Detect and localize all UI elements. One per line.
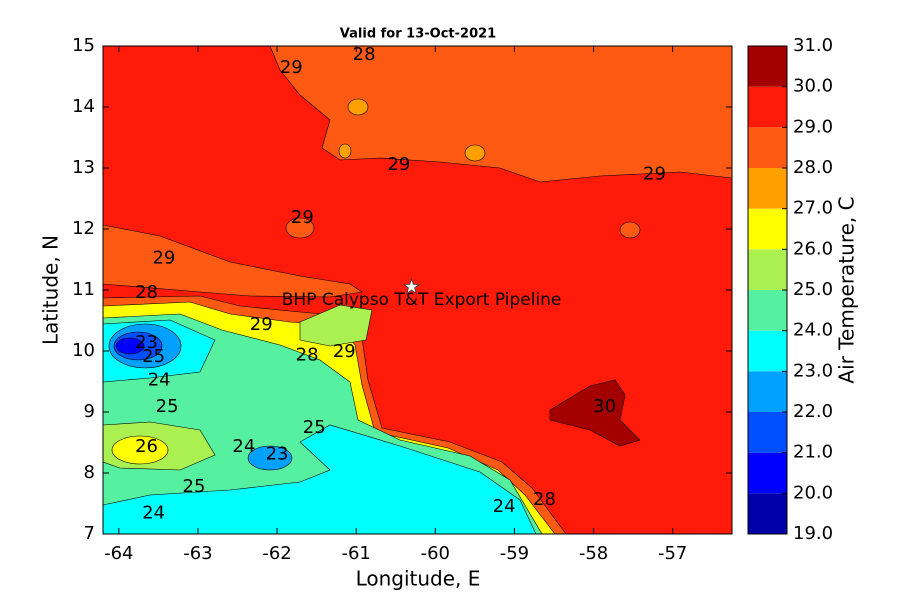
contour-label: 28 bbox=[135, 282, 158, 303]
contour-label: 29 bbox=[643, 164, 666, 185]
field-27 bbox=[464, 144, 486, 162]
y-axis-label: Latitude, N bbox=[39, 235, 63, 345]
field-28 bbox=[103, 224, 363, 298]
colorbar-label: Air Temperature, C bbox=[835, 196, 859, 383]
field-28 bbox=[285, 217, 315, 239]
field-28 bbox=[619, 221, 641, 239]
colorbar-tick-label: 27.0 bbox=[793, 198, 833, 219]
colorbar-tick-label: 26.0 bbox=[793, 238, 833, 259]
colorbar-tick-label: 22.0 bbox=[793, 401, 833, 422]
pipeline-label: BHP Calypso T&T Export Pipeline bbox=[282, 290, 562, 310]
colorbar-band bbox=[748, 412, 787, 453]
y-tick-label: 10 bbox=[72, 340, 95, 361]
colorbar-tick-label: 20.0 bbox=[793, 482, 833, 503]
contour-label: 24 bbox=[148, 369, 171, 390]
colorbar-tick-label: 24.0 bbox=[793, 320, 833, 341]
contour-label: 24 bbox=[493, 496, 516, 517]
colorbar-band bbox=[748, 208, 787, 250]
colorbar-band bbox=[748, 86, 787, 128]
colorbar-tick-label: 23.0 bbox=[793, 360, 833, 381]
contour-label: 30 bbox=[593, 396, 616, 417]
contour-label: 28 bbox=[353, 44, 376, 65]
y-tick-label: 13 bbox=[72, 157, 95, 178]
field-20 bbox=[115, 337, 145, 355]
colorbar-band bbox=[748, 493, 787, 534]
colorbar-band bbox=[748, 290, 787, 331]
contour-label: 25 bbox=[156, 396, 179, 417]
y-tick-label: 9 bbox=[84, 401, 95, 422]
field-27 bbox=[338, 143, 352, 159]
colorbar-tick-label: 25.0 bbox=[793, 279, 833, 300]
contour-label: 25 bbox=[142, 346, 165, 367]
colorbar-tick-label: 30.0 bbox=[793, 76, 833, 97]
contour-label: 29 bbox=[280, 57, 303, 78]
temperature-field bbox=[103, 46, 732, 534]
contour-label: 29 bbox=[387, 154, 410, 175]
colorbar-band bbox=[748, 168, 787, 209]
contour-label: 29 bbox=[250, 314, 273, 335]
x-tick-label: -64 bbox=[104, 543, 133, 564]
colorbar-band bbox=[748, 452, 787, 494]
contour-label: 29 bbox=[333, 341, 356, 362]
field-25 bbox=[299, 304, 373, 347]
contour-label: 24 bbox=[232, 436, 255, 457]
y-tick-label: 15 bbox=[72, 35, 95, 56]
x-tick-label: -60 bbox=[421, 543, 450, 564]
x-tick-label: -57 bbox=[658, 543, 687, 564]
pipeline-marker bbox=[402, 277, 421, 295]
contour-label: 26 bbox=[135, 436, 158, 457]
colorbar-tick-label: 31.0 bbox=[793, 35, 833, 56]
field-22 bbox=[247, 445, 293, 471]
x-tick-label: -63 bbox=[183, 543, 212, 564]
contour-label: 28 bbox=[296, 344, 319, 365]
x-axis-label: Longitude, E bbox=[356, 567, 481, 591]
contour-label: 23 bbox=[266, 444, 289, 465]
y-tick-label: 14 bbox=[72, 96, 95, 117]
x-tick-label: -61 bbox=[341, 543, 370, 564]
field-30 bbox=[549, 379, 641, 447]
contour-label: 29 bbox=[291, 207, 314, 228]
field-23 bbox=[103, 424, 537, 534]
y-tick-label: 8 bbox=[84, 462, 95, 483]
contour-label: 29 bbox=[152, 247, 175, 268]
field-26 bbox=[111, 435, 169, 465]
x-tick-label: -58 bbox=[579, 543, 608, 564]
x-tick-label: -62 bbox=[262, 543, 291, 564]
colorbar-tick-label: 19.0 bbox=[793, 523, 833, 544]
y-tick-label: 11 bbox=[72, 279, 95, 300]
colorbar-band bbox=[748, 330, 787, 372]
contour-label: 25 bbox=[303, 417, 326, 438]
chart-title: Valid for 13-Oct-2021 bbox=[340, 27, 496, 42]
y-tick-label: 7 bbox=[84, 523, 95, 544]
contour-label: 28 bbox=[533, 489, 556, 510]
contour-label: 24 bbox=[142, 502, 165, 523]
colorbar-band bbox=[748, 371, 787, 412]
colorbar-tick-label: 29.0 bbox=[793, 116, 833, 137]
contour-label: 23 bbox=[135, 332, 158, 353]
x-tick-label: -59 bbox=[500, 543, 529, 564]
colorbar-tick-label: 21.0 bbox=[793, 442, 833, 463]
colorbar-tick-label: 28.0 bbox=[793, 157, 833, 178]
field-28 bbox=[269, 46, 732, 183]
contour-label: 25 bbox=[183, 476, 206, 497]
field-27 bbox=[347, 98, 369, 116]
colorbar-band bbox=[748, 249, 787, 290]
colorbar-band bbox=[748, 127, 787, 168]
y-tick-label: 12 bbox=[72, 218, 95, 239]
colorbar-band bbox=[748, 46, 787, 87]
